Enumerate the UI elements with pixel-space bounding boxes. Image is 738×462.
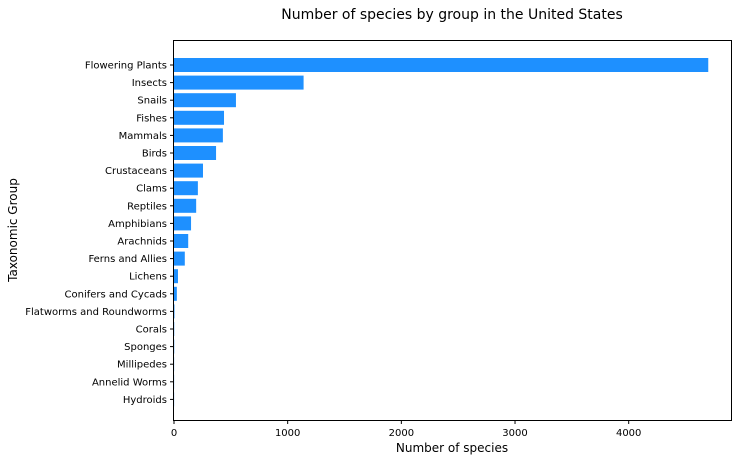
y-tick-label: Fishes	[136, 113, 167, 124]
bars-group	[174, 58, 709, 407]
y-tick-label: Millipedes	[117, 360, 167, 371]
y-tick-label: Corals	[136, 325, 167, 336]
y-tick-label: Birds	[142, 149, 167, 160]
chart-title: Number of species by group in the United…	[281, 7, 623, 23]
x-tick-label: 4000	[616, 428, 641, 439]
bar-snails	[174, 93, 236, 108]
y-tick-label: Flowering Plants	[85, 61, 167, 72]
y-tick-label: Conifers and Cycads	[65, 289, 167, 300]
y-tick-label: Lichens	[129, 272, 167, 283]
x-tick-label: 0	[171, 428, 177, 439]
y-tick-labels: Flowering Plants Insects Snails Fishes Mamma…	[25, 61, 174, 406]
bar-insects	[174, 75, 304, 90]
bar-lichens	[174, 269, 178, 284]
bar-arachnids	[174, 234, 189, 248]
bar-reptiles	[174, 198, 197, 213]
bar-conifers-and-cycads	[174, 286, 177, 301]
bar-crustaceans	[174, 163, 203, 178]
y-tick-label: Amphibians	[108, 219, 167, 230]
bar-flowering-plants	[174, 58, 709, 72]
x-tick-label: 2000	[389, 428, 414, 439]
y-tick-label: Arachnids	[117, 237, 167, 248]
bar-clams	[174, 181, 198, 196]
bar-ferns-and-allies	[174, 251, 185, 266]
bar-amphibians	[174, 216, 192, 231]
plot-frame	[173, 40, 732, 421]
x-tick-label: 1000	[275, 428, 300, 439]
y-axis-title: Taxonomic Group	[6, 178, 20, 283]
y-tick-label: Mammals	[119, 131, 167, 142]
y-tick-label: Crustaceans	[105, 166, 167, 177]
bar-mammals	[174, 128, 223, 143]
y-tick-label: Clams	[136, 184, 167, 195]
x-axis-title: Number of species	[396, 441, 508, 455]
y-tick-label: Flatworms and Roundworms	[25, 307, 167, 318]
x-tick-labels: 0 1000 2000 3000 4000	[171, 420, 641, 439]
y-tick-label: Snails	[137, 96, 167, 107]
x-tick-label: 3000	[502, 428, 527, 439]
y-tick-label: Reptiles	[127, 201, 167, 212]
y-tick-label: Insects	[132, 78, 167, 89]
y-tick-label: Hydroids	[123, 395, 167, 406]
y-tick-label: Sponges	[124, 342, 167, 353]
y-tick-label: Ferns and Allies	[88, 254, 167, 265]
bar-birds	[174, 146, 217, 160]
y-tick-label: Annelid Worms	[92, 377, 167, 388]
bar-fishes	[174, 110, 225, 125]
